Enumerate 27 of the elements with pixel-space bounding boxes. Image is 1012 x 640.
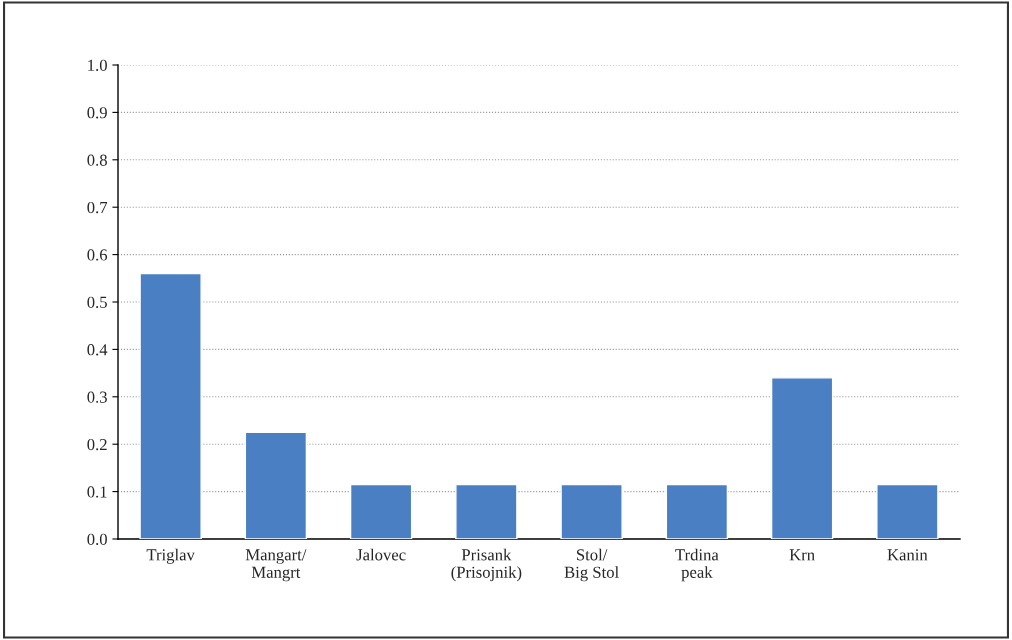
y-tick-label: 0.1: [87, 486, 107, 498]
bar: [770, 377, 834, 539]
y-tick-label: 0.6: [87, 249, 108, 261]
y-tick-label: 0.2: [87, 438, 107, 451]
y-tick-label: 0.3: [87, 391, 107, 403]
y-tick-label: 0.9: [87, 107, 107, 119]
x-tick-label: Trdina peak: [675, 548, 719, 582]
bar: [349, 483, 413, 539]
x-tick-label: Mangart/ Mangrt: [245, 549, 307, 582]
bar: [244, 431, 308, 539]
y-tick-label: 0.8: [87, 154, 107, 166]
x-tick-label: Stol/ Big Stol: [564, 548, 619, 582]
y-tick-label: 0.7: [87, 201, 108, 214]
y-tick-label: 0.5: [87, 296, 107, 309]
x-tick-label: Prisank (Prisojnik): [451, 548, 522, 582]
x-tick-label: Triglav: [146, 548, 195, 564]
y-tick-label: 0.4: [87, 344, 108, 356]
bar: [876, 483, 939, 539]
y-tick-label: 1.0: [88, 59, 107, 72]
bar: [139, 272, 202, 539]
x-tick-label: Krn: [789, 549, 815, 561]
y-tick-label: 0.0: [87, 533, 107, 546]
bar: [665, 483, 729, 539]
bar: [560, 483, 623, 539]
bar: [455, 483, 518, 539]
x-tick-label: Jalovec: [356, 548, 406, 561]
x-tick-label: Kanin: [887, 549, 928, 561]
